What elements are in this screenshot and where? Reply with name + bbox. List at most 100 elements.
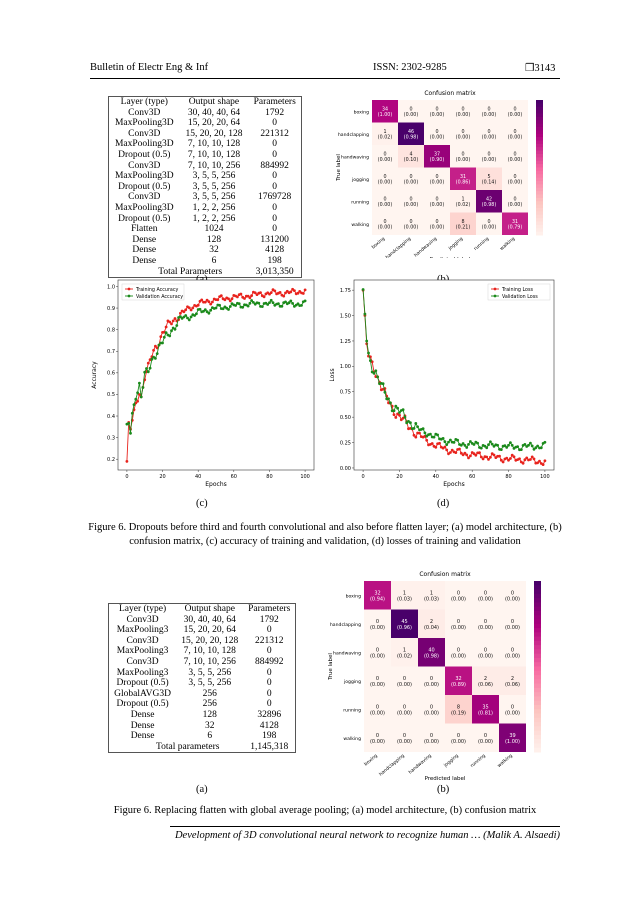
confusion-matrix-1: Confusion matrix34(1.00)0(0.00)0(0.00)0(…: [336, 90, 543, 258]
colorbar-segment: [534, 666, 541, 672]
cell-fraction: (0.00): [370, 682, 385, 688]
data-point: [260, 305, 264, 308]
cell-count: 32: [455, 676, 461, 682]
data-point: [507, 443, 510, 447]
cell-fraction: (0.98): [424, 653, 439, 659]
cell-count: 0: [376, 733, 379, 739]
matrix-cell: [372, 145, 398, 168]
matrix-cell: [398, 167, 424, 190]
cell-fraction: (0.96): [397, 625, 412, 631]
table-cell: 4128: [259, 720, 279, 731]
matrix-cell: [502, 190, 528, 213]
table-row: Conv3D 15, 20, 20, 128 221312: [109, 129, 301, 140]
matrix-cell: [445, 723, 472, 752]
cell-fraction: (0.00): [430, 112, 445, 118]
matrix-cell: [391, 666, 418, 695]
table-cell: 128: [206, 234, 222, 245]
cell-fraction: (0.00): [404, 180, 419, 186]
data-point: [246, 304, 250, 308]
colorbar-segment: [536, 130, 543, 135]
table-cell: 198: [267, 255, 282, 266]
data-point: [241, 305, 245, 309]
table-cell: 0: [272, 213, 278, 224]
table-cell: 7, 10, 10, 128: [183, 646, 236, 657]
table-cell: 15, 20, 20, 64: [187, 118, 241, 129]
data-point: [209, 308, 213, 312]
x-tick-label: handwaving: [408, 753, 433, 776]
matrix-cell: [476, 122, 502, 145]
data-point: [414, 422, 418, 425]
cell-count: 0: [513, 174, 516, 180]
x-axis-label: Epochs: [205, 481, 227, 488]
data-point: [186, 316, 189, 320]
data-point: [496, 443, 499, 447]
cell-fraction: (0.14): [482, 180, 497, 186]
matrix-cell: [450, 122, 476, 145]
cell-fraction: (0.00): [478, 653, 493, 659]
colorbar-segment: [534, 726, 541, 732]
table-cell: 0: [272, 202, 278, 213]
data-point: [221, 307, 225, 311]
table-cell: Flatten: [131, 224, 158, 235]
data-point: [146, 361, 150, 365]
y-tick-label: running: [343, 707, 361, 713]
cell-count: 0: [430, 704, 433, 710]
data-point: [234, 304, 238, 307]
data-point: [228, 299, 232, 303]
matrix-cell: [418, 723, 445, 752]
colorbar-segment: [536, 157, 543, 162]
data-point: [532, 457, 536, 461]
cell-count: 0: [435, 219, 438, 225]
data-point: [211, 300, 214, 304]
footer-text: Development of 3D convolutional neural n…: [174, 830, 560, 841]
cell-fraction: (0.06): [478, 682, 493, 688]
colorbar-segment: [536, 113, 543, 118]
x-tick-label: 20: [159, 474, 165, 480]
cell-fraction: (0.00): [482, 112, 497, 118]
table-row: Dropout (0.5) 1, 2, 2, 256 0: [109, 214, 301, 225]
y-tick-label: jogging: [351, 177, 369, 183]
cell-fraction: (0.00): [430, 202, 445, 208]
matrix-cell: [502, 212, 528, 235]
matrix-cell: [502, 167, 528, 190]
cell-count: 0: [513, 151, 516, 157]
cell-fraction: (0.00): [397, 710, 412, 716]
data-point: [383, 390, 387, 394]
cell-count: 0: [513, 129, 516, 135]
data-point: [287, 301, 291, 305]
table-cell: 0: [272, 149, 278, 160]
cell-count: 0: [409, 219, 412, 225]
cell-fraction: (0.00): [430, 225, 445, 231]
data-point: [525, 456, 529, 460]
matrix-cell: [391, 695, 418, 724]
matrix-cell: [472, 723, 499, 752]
cell-count: 0: [435, 129, 438, 135]
x-tick-label: walking: [499, 236, 516, 252]
x-axis-label: Predicted label: [430, 257, 471, 258]
table-cell: Conv3D: [128, 128, 161, 139]
data-point: [361, 288, 365, 291]
loss-chart: 0 20 40 60 80 100 0.00 0.25 0.50 0.75 1.00 1.25 1.50…: [329, 279, 555, 488]
data-point: [161, 341, 164, 345]
y-tick-label: 1.0: [107, 284, 115, 290]
table-row: MaxPooling3 15, 20, 20, 64 0: [109, 625, 295, 636]
cell-count: 46: [408, 129, 414, 135]
table-cell: Conv3D: [128, 160, 161, 171]
matrix-cell: [424, 122, 450, 145]
table-cell: 256: [202, 688, 217, 699]
colorbar-segment: [536, 228, 543, 233]
cell-fraction: (0.00): [508, 202, 523, 208]
data-point: [449, 451, 452, 454]
table-cell: 1, 2, 2, 256: [192, 213, 236, 224]
table-cell: MaxPooling3D: [114, 118, 174, 129]
data-point: [530, 444, 534, 448]
data-point: [481, 457, 485, 461]
matrix-cell: [502, 122, 528, 145]
cell-count: 0: [487, 151, 490, 157]
data-point: [291, 302, 294, 305]
matrix-cell: [472, 666, 499, 695]
table-cell: 0: [272, 171, 278, 182]
colorbar-segment: [534, 615, 541, 620]
matrix-cell: [398, 190, 424, 213]
y-tick-label: 1.25: [340, 339, 351, 345]
